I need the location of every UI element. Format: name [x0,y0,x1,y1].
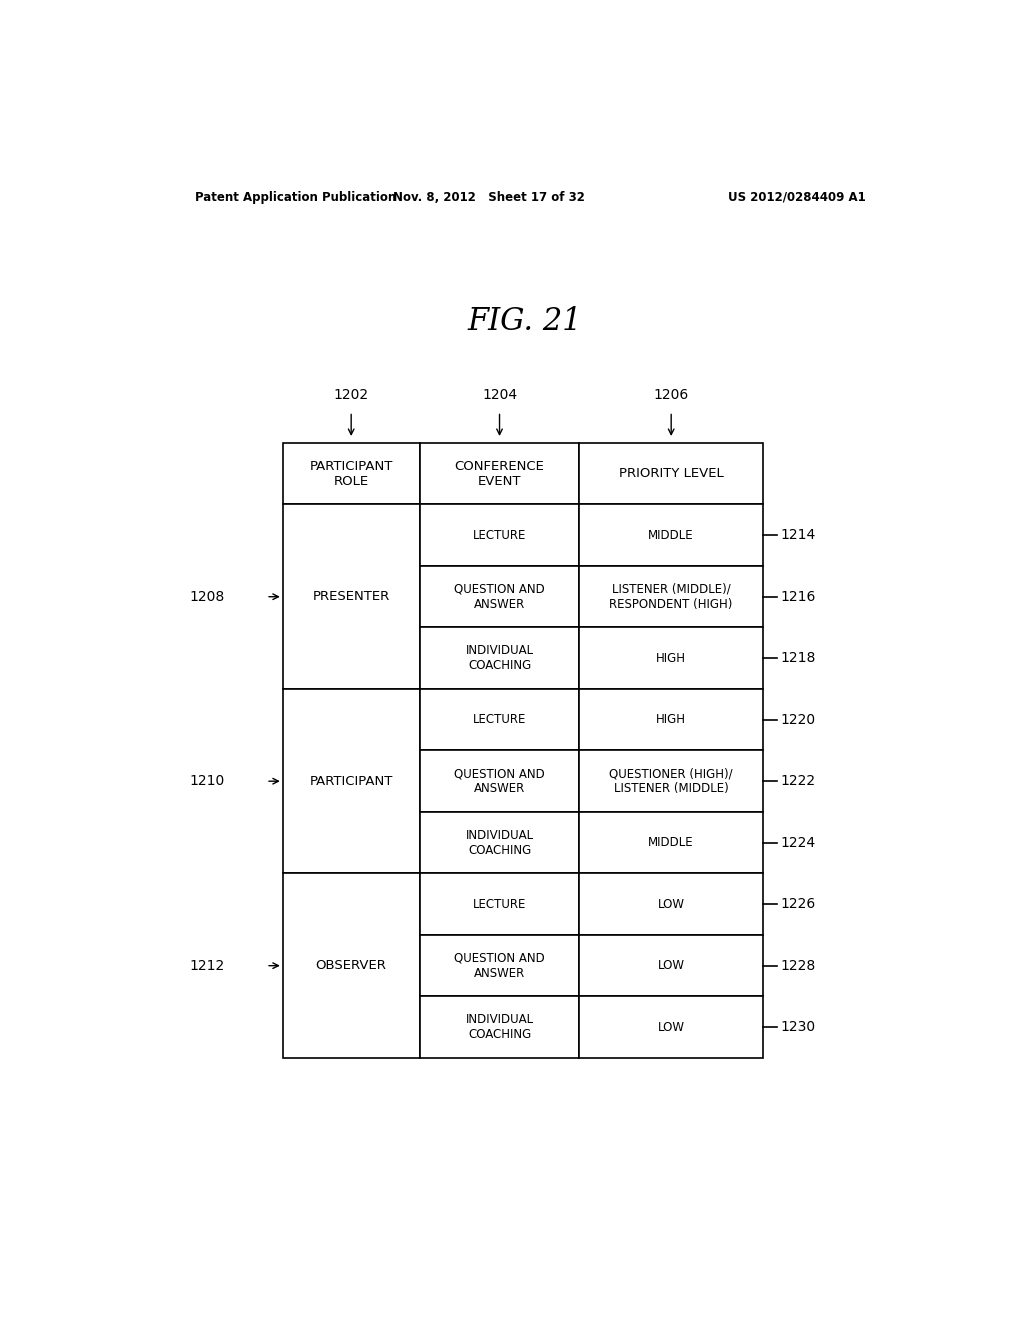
Text: 1208: 1208 [189,590,225,603]
Text: OBSERVER: OBSERVER [315,960,387,972]
Bar [420,504,580,566]
Text: 1222: 1222 [780,775,815,788]
Text: Nov. 8, 2012   Sheet 17 of 32: Nov. 8, 2012 Sheet 17 of 32 [393,190,585,203]
Text: 1202: 1202 [334,388,369,403]
Text: US 2012/0284409 A1: US 2012/0284409 A1 [728,190,866,203]
Text: LOW: LOW [657,898,685,911]
Text: INDIVIDUAL
COACHING: INDIVIDUAL COACHING [466,644,534,672]
Text: 1206: 1206 [653,388,689,403]
Text: 1220: 1220 [780,713,815,727]
Bar [420,751,580,812]
Text: 1230: 1230 [780,1020,815,1034]
Text: LECTURE: LECTURE [473,529,526,541]
Text: 1210: 1210 [189,775,225,788]
Text: HIGH: HIGH [656,713,686,726]
Text: MIDDLE: MIDDLE [648,836,694,849]
Bar [420,566,580,627]
Bar [580,997,763,1057]
Text: INDIVIDUAL
COACHING: INDIVIDUAL COACHING [466,1014,534,1041]
Bar [580,504,763,566]
Text: 1214: 1214 [780,528,815,543]
Text: LECTURE: LECTURE [473,898,526,911]
Bar [580,874,763,935]
Bar [580,812,763,874]
Bar [283,874,420,1057]
Text: MIDDLE: MIDDLE [648,529,694,541]
Bar [420,935,580,997]
Text: LISTENER (MIDDLE)/
RESPONDENT (HIGH): LISTENER (MIDDLE)/ RESPONDENT (HIGH) [609,582,733,611]
Text: CONFERENCE
EVENT: CONFERENCE EVENT [455,459,545,487]
Text: QUESTION AND
ANSWER: QUESTION AND ANSWER [455,767,545,795]
Text: 1226: 1226 [780,898,815,911]
Bar [580,566,763,627]
Text: 1212: 1212 [189,958,225,973]
Text: FIG. 21: FIG. 21 [468,305,582,337]
Text: PRIORITY LEVEL: PRIORITY LEVEL [618,467,724,480]
Bar [420,997,580,1057]
Text: LECTURE: LECTURE [473,713,526,726]
Bar [283,689,420,874]
Bar [580,689,763,751]
Text: PARTICIPANT
ROLE: PARTICIPANT ROLE [309,459,393,487]
Text: QUESTION AND
ANSWER: QUESTION AND ANSWER [455,582,545,611]
Text: 1204: 1204 [482,388,517,403]
Text: PARTICIPANT: PARTICIPANT [309,775,393,788]
Bar [580,751,763,812]
Bar [420,689,580,751]
Text: 1224: 1224 [780,836,815,850]
Bar [420,444,580,504]
Bar [283,444,420,504]
Text: QUESTIONER (HIGH)/
LISTENER (MIDDLE): QUESTIONER (HIGH)/ LISTENER (MIDDLE) [609,767,733,795]
Text: LOW: LOW [657,1020,685,1034]
Bar [283,504,420,689]
Text: INDIVIDUAL
COACHING: INDIVIDUAL COACHING [466,829,534,857]
Bar [420,812,580,874]
Bar [580,627,763,689]
Text: 1216: 1216 [780,590,816,603]
Text: 1228: 1228 [780,958,815,973]
Bar [420,627,580,689]
Text: Patent Application Publication: Patent Application Publication [196,190,396,203]
Text: HIGH: HIGH [656,652,686,665]
Text: 1218: 1218 [780,651,816,665]
Bar [420,874,580,935]
Bar [580,935,763,997]
Text: QUESTION AND
ANSWER: QUESTION AND ANSWER [455,952,545,979]
Text: LOW: LOW [657,960,685,972]
Bar [580,444,763,504]
Text: PRESENTER: PRESENTER [312,590,390,603]
